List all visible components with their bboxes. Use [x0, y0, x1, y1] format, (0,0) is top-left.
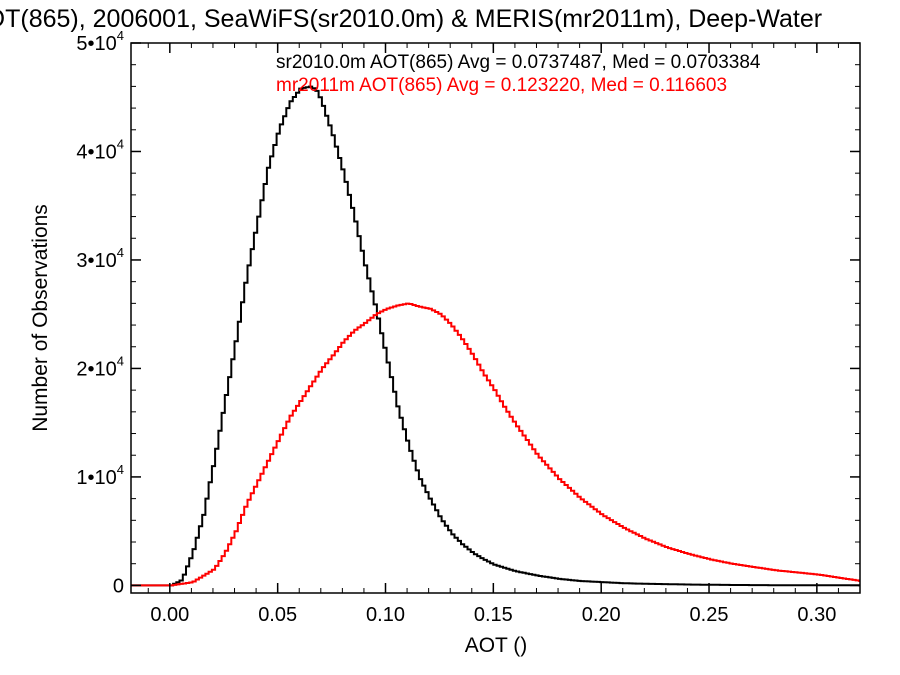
x-axis-ticks: 0.00 0.05 0.10 0.15 0.20 0.25 0.30	[147, 43, 839, 626]
plot-series	[131, 85, 860, 587]
x-axis-label: AOT ()	[465, 634, 528, 657]
x-tick-label: 0.20	[582, 604, 621, 626]
series-line-2	[131, 302, 860, 587]
x-tick-label: 0.05	[258, 604, 297, 626]
plot-frame	[130, 42, 861, 594]
chart-title: AOT(865), 2006001, SeaWiFS(sr2010.0m) & …	[0, 5, 822, 33]
x-tick-label: 0.30	[797, 604, 836, 626]
series-line-1	[131, 85, 860, 587]
y-tick-label: 5•104	[76, 28, 124, 55]
y-axis-ticks: 0 1•104 2•104 3•104 4•104 5•104	[76, 28, 860, 597]
y-tick-label: 3•104	[76, 245, 124, 272]
x-tick-label: 0.25	[690, 604, 729, 626]
x-tick-label: 0.10	[366, 604, 405, 626]
y-tick-label: 0	[113, 575, 124, 597]
y-axis-label: Number of Observations	[29, 204, 52, 432]
y-tick-label: 2•104	[76, 353, 124, 380]
x-tick-label: 0.00	[150, 604, 189, 626]
y-tick-label: 1•104	[76, 462, 124, 489]
legend: sr2010.0m AOT(865) Avg = 0.0737487, Med …	[276, 52, 761, 96]
legend-entry-2: mr2011m AOT(865) Avg = 0.123220, Med = 0…	[276, 75, 727, 96]
legend-entry-1: sr2010.0m AOT(865) Avg = 0.0737487, Med …	[276, 52, 761, 73]
y-tick-label: 4•104	[76, 136, 124, 163]
x-tick-label: 0.15	[474, 604, 513, 626]
